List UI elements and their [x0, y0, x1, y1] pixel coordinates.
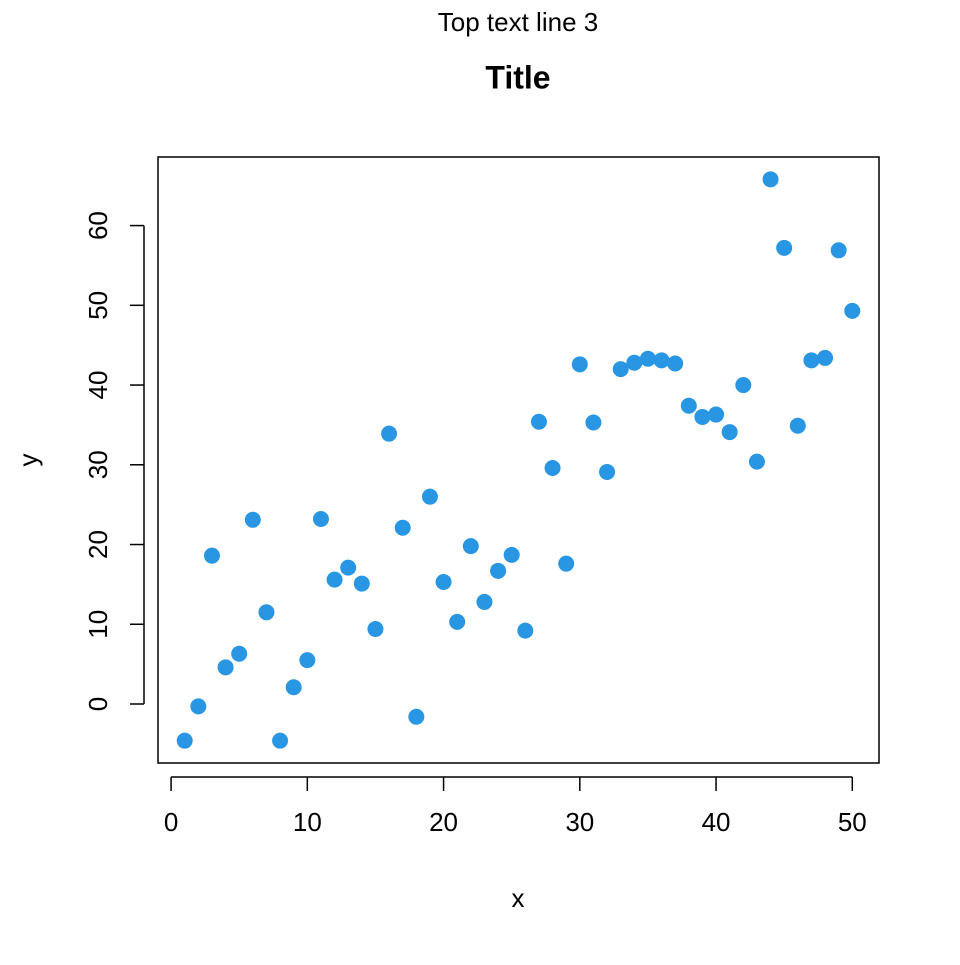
point	[721, 424, 738, 441]
point	[421, 488, 438, 505]
point	[517, 622, 534, 639]
point	[680, 397, 697, 414]
y-tick-label: 20	[83, 530, 113, 559]
point	[312, 511, 329, 528]
top-text: Top text line 3	[438, 7, 598, 37]
point	[789, 417, 806, 434]
point	[244, 511, 261, 528]
x-tick-label: 30	[565, 807, 594, 837]
point	[830, 242, 847, 259]
point	[476, 593, 493, 610]
point	[326, 571, 343, 588]
y-tick-label: 0	[83, 697, 113, 711]
y-tick-label: 60	[83, 211, 113, 240]
y-tick-label: 50	[83, 291, 113, 320]
x-tick-label: 50	[838, 807, 867, 837]
x-tick-label: 20	[429, 807, 458, 837]
point	[612, 361, 629, 378]
point	[340, 559, 357, 576]
point	[762, 171, 779, 188]
point	[381, 425, 398, 442]
point	[694, 408, 711, 425]
point	[776, 239, 793, 256]
point	[231, 645, 248, 662]
plot-frame	[157, 156, 880, 764]
x-tick-label: 10	[293, 807, 322, 837]
point	[735, 377, 752, 394]
chart-title: Title	[485, 59, 550, 95]
point	[844, 302, 861, 319]
point	[639, 350, 656, 367]
point	[530, 413, 547, 430]
point	[176, 732, 193, 749]
point	[203, 547, 220, 564]
y-tick-label: 10	[83, 610, 113, 639]
y-tick-label: 30	[83, 450, 113, 479]
x-tick-label: 40	[702, 807, 731, 837]
point	[558, 555, 575, 572]
point	[544, 459, 561, 476]
point	[217, 659, 234, 676]
point	[258, 604, 275, 621]
point	[626, 354, 643, 371]
point	[190, 698, 207, 715]
point	[490, 562, 507, 579]
point	[449, 613, 466, 630]
point	[353, 575, 370, 592]
y-tick-label: 40	[83, 371, 113, 400]
point	[653, 352, 670, 369]
point	[462, 538, 479, 555]
point	[708, 406, 725, 423]
point	[272, 732, 289, 749]
point	[585, 414, 602, 431]
point	[803, 352, 820, 369]
point	[299, 652, 316, 669]
x-tick-label: 0	[164, 807, 178, 837]
point	[817, 349, 834, 366]
point	[599, 463, 616, 480]
x-axis-label: x	[512, 883, 525, 913]
point	[285, 679, 302, 696]
point	[667, 355, 684, 372]
point	[503, 546, 520, 563]
y-axis-label: y	[13, 454, 43, 467]
point	[748, 453, 765, 470]
point	[367, 621, 384, 638]
point	[571, 356, 588, 373]
point	[394, 519, 411, 536]
point	[435, 573, 452, 590]
point	[408, 708, 425, 725]
